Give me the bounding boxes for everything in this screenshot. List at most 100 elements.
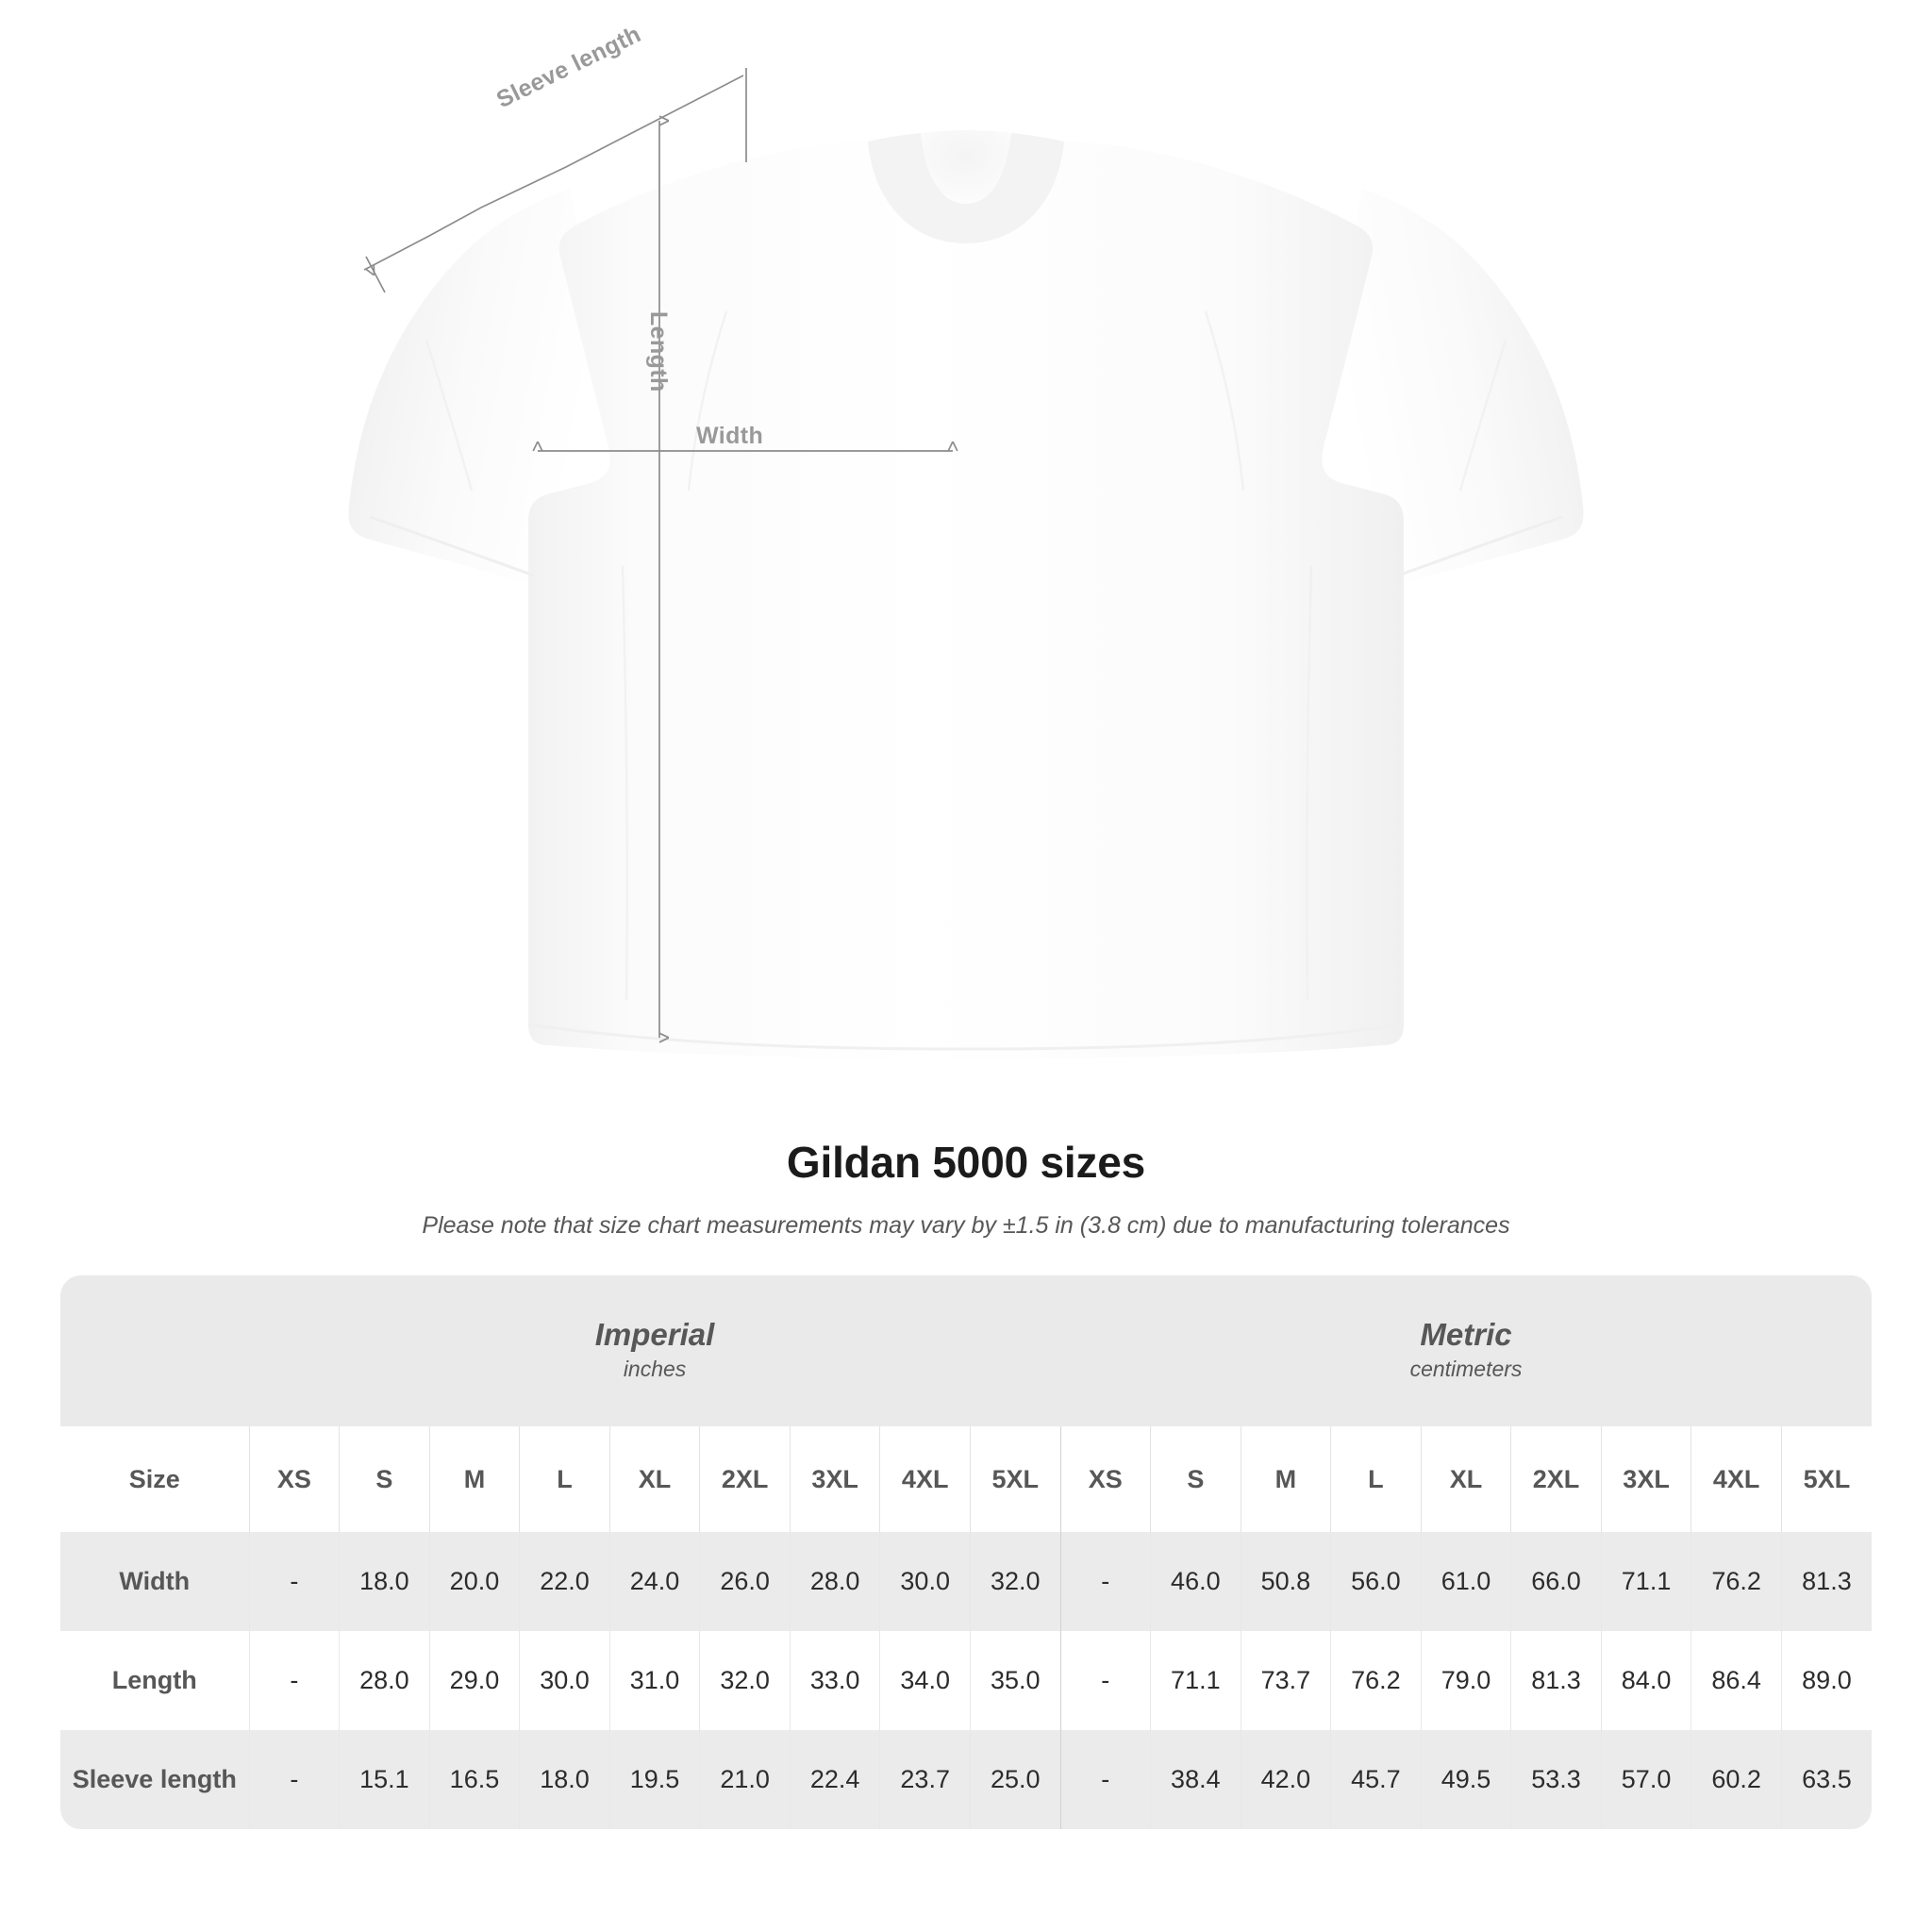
cell-length-imp-5xl: 35.0 [969,1631,1061,1730]
table-row: Sleeve length - 15.1 16.5 18.0 19.5 21.0… [60,1730,1872,1829]
size-table: Imperial inches Metric centimeters Size … [60,1275,1872,1829]
cell-width-imp-m: 20.0 [428,1532,520,1631]
size-header-metric-5xl: 5XL [1780,1426,1872,1532]
cell-sleeve-imp-m: 16.5 [428,1730,520,1829]
size-header-metric-4xl: 4XL [1690,1426,1782,1532]
size-header-metric-xs: XS [1059,1426,1151,1532]
page-title: Gildan 5000 sizes [786,1138,1146,1187]
size-header-imperial-3xl: 3XL [789,1426,880,1532]
cell-length-imp-2xl: 32.0 [699,1631,791,1730]
table-row: Width - 18.0 20.0 22.0 24.0 26.0 28.0 30… [60,1532,1872,1631]
cell-sleeve-met-xs: - [1059,1730,1151,1829]
unit-metric-sub: centimeters [1409,1356,1523,1381]
sleeve-end-tick [365,256,386,293]
cell-width-met-5xl: 81.3 [1780,1532,1872,1631]
cell-sleeve-met-s: 38.4 [1150,1730,1241,1829]
cell-length-imp-m: 29.0 [428,1631,520,1730]
cell-sleeve-imp-2xl: 21.0 [699,1730,791,1829]
cell-sleeve-met-xl: 49.5 [1420,1730,1511,1829]
cell-length-imp-s: 28.0 [339,1631,430,1730]
tshirt-garment [348,130,1584,1058]
cell-sleeve-met-4xl: 60.2 [1690,1730,1782,1829]
cell-length-imp-l: 30.0 [519,1631,610,1730]
cell-width-met-l: 56.0 [1330,1532,1422,1631]
dimension-lines [363,68,953,1038]
unit-metric-name: Metric [1420,1316,1512,1352]
cell-sleeve-imp-4xl: 23.7 [879,1730,971,1829]
unit-imperial-sub: inches [623,1356,687,1381]
size-header-metric-xl: XL [1420,1426,1511,1532]
cell-length-met-2xl: 81.3 [1510,1631,1602,1730]
cell-width-met-4xl: 76.2 [1690,1532,1782,1631]
unit-imperial-cell: Imperial inches [249,1275,1061,1426]
row-label-width: Width [60,1532,250,1631]
cell-width-met-2xl: 66.0 [1510,1532,1602,1631]
cell-sleeve-met-l: 45.7 [1330,1730,1422,1829]
unit-imperial-name: Imperial [594,1316,715,1352]
cell-length-met-5xl: 89.0 [1780,1631,1872,1730]
cell-width-met-s: 46.0 [1150,1532,1241,1631]
cell-width-met-xs: - [1059,1532,1151,1631]
cell-sleeve-imp-xs: - [248,1730,340,1829]
unit-metric-cell: Metric centimeters [1060,1275,1872,1426]
cell-width-imp-l: 22.0 [519,1532,610,1631]
cell-length-met-xl: 79.0 [1420,1631,1511,1730]
cell-sleeve-imp-5xl: 25.0 [969,1730,1061,1829]
size-header-imperial-4xl: 4XL [879,1426,971,1532]
cell-sleeve-imp-l: 18.0 [519,1730,610,1829]
cell-length-met-l: 76.2 [1330,1631,1422,1730]
cell-sleeve-imp-xl: 19.5 [608,1730,700,1829]
cell-length-met-m: 73.7 [1240,1631,1331,1730]
cell-length-met-4xl: 86.4 [1690,1631,1782,1730]
cell-length-met-3xl: 84.0 [1600,1631,1691,1730]
cell-width-imp-4xl: 30.0 [879,1532,971,1631]
size-header-metric-3xl: 3XL [1600,1426,1691,1532]
cell-width-met-3xl: 71.1 [1600,1532,1691,1631]
sleeve-dimension-tail [363,266,371,271]
cell-length-imp-4xl: 34.0 [879,1631,971,1730]
width-label: Width [696,423,764,449]
size-header-label: Size [60,1426,250,1532]
size-header-imperial-xl: XL [608,1426,700,1532]
page-subtitle: Please note that size chart measurements… [422,1212,1510,1239]
cell-sleeve-imp-3xl: 22.4 [789,1730,880,1829]
size-header-imperial-5xl: 5XL [969,1426,1061,1532]
size-header-row: Size XS S M L XL 2XL 3XL 4XL 5XL XS S M … [60,1426,1872,1532]
cell-length-met-xs: - [1059,1631,1151,1730]
size-header-metric-s: S [1150,1426,1241,1532]
sleeve-dimension-line [370,75,744,267]
row-label-sleeve-length: Sleeve length [60,1730,250,1829]
size-header-metric-m: M [1240,1426,1331,1532]
cell-sleeve-met-5xl: 63.5 [1780,1730,1872,1829]
size-table-wrapper: Imperial inches Metric centimeters Size … [60,1275,1872,1829]
cell-width-imp-xl: 24.0 [608,1532,700,1631]
size-header-imperial-m: M [428,1426,520,1532]
cell-sleeve-met-m: 42.0 [1240,1730,1331,1829]
cell-length-met-s: 71.1 [1150,1631,1241,1730]
cell-length-imp-xs: - [248,1631,340,1730]
table-row: Length - 28.0 29.0 30.0 31.0 32.0 33.0 3… [60,1631,1872,1730]
cell-width-imp-2xl: 26.0 [699,1532,791,1631]
row-label-length: Length [60,1631,250,1730]
cell-width-imp-s: 18.0 [339,1532,430,1631]
tshirt-illustration: Sleeve length Length Width [348,21,1584,1058]
size-header-imperial-xs: XS [248,1426,340,1532]
unit-banner-spacer [60,1275,250,1426]
cell-sleeve-met-3xl: 57.0 [1600,1730,1691,1829]
cell-width-met-m: 50.8 [1240,1532,1331,1631]
cell-length-imp-xl: 31.0 [608,1631,700,1730]
cell-sleeve-imp-s: 15.1 [339,1730,430,1829]
cell-length-imp-3xl: 33.0 [789,1631,880,1730]
title-block: Gildan 5000 sizes Please note that size … [0,1137,1932,1240]
unit-banner-row: Imperial inches Metric centimeters [60,1275,1872,1426]
size-header-imperial-l: L [519,1426,610,1532]
size-header-metric-l: L [1330,1426,1422,1532]
size-header-metric-2xl: 2XL [1510,1426,1602,1532]
cell-sleeve-met-2xl: 53.3 [1510,1730,1602,1829]
length-label: Length [645,311,672,392]
cell-width-imp-3xl: 28.0 [789,1532,880,1631]
cell-width-imp-xs: - [248,1532,340,1631]
size-header-imperial-s: S [339,1426,430,1532]
size-header-imperial-2xl: 2XL [699,1426,791,1532]
